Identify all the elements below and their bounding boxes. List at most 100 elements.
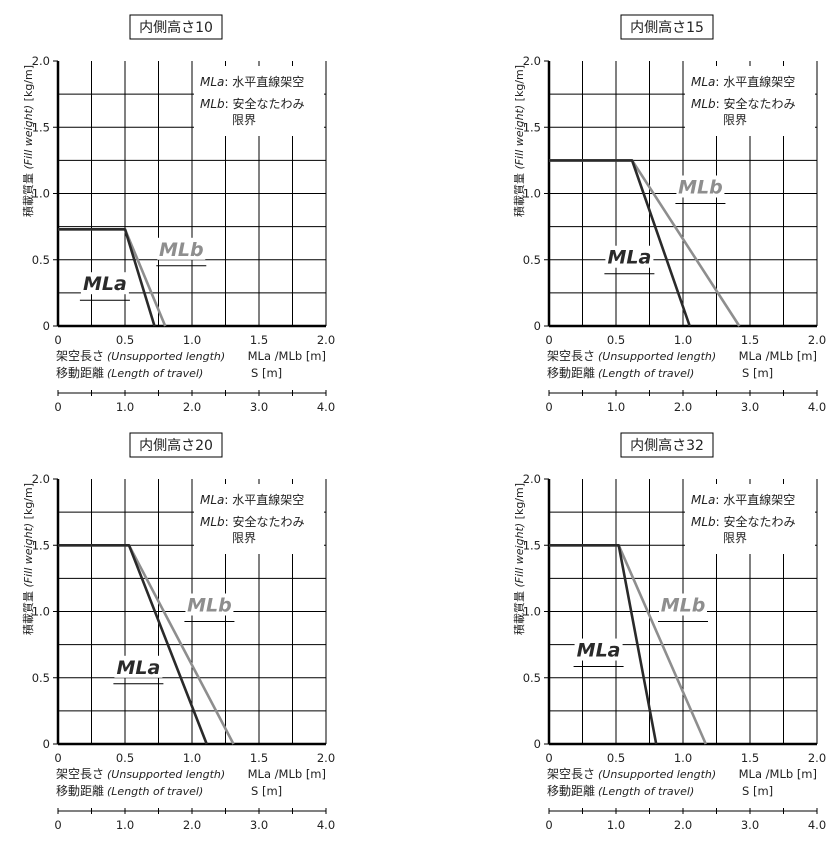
y-tick-label: 0.5	[523, 671, 541, 685]
series-line-mla	[58, 228, 156, 327]
secondary-x-tick-label: 0	[545, 818, 552, 832]
x-tick-label: 0.5	[607, 751, 625, 765]
annotation-mlb: MLb	[678, 177, 723, 199]
y-tick-label: 0	[534, 319, 541, 333]
secondary-x-tick-label: 1.0	[116, 400, 134, 414]
x-axis-unit-s: S [m]	[742, 366, 773, 380]
chart-title: 内側高さ20	[139, 437, 213, 454]
secondary-x-tick-label: 1.0	[607, 818, 625, 832]
secondary-x-tick-label: 1.0	[607, 400, 625, 414]
y-tick-label: 1.0	[523, 187, 541, 201]
y-tick-label: 1.5	[32, 538, 50, 552]
x-tick-label: 1.0	[183, 333, 201, 347]
y-tick-label: 1.0	[523, 605, 541, 619]
secondary-x-tick-label: 2.0	[674, 818, 692, 832]
legend-entry-continued: 限界	[723, 113, 747, 127]
x-tick-label: 2.0	[808, 333, 826, 347]
y-tick-label: 1.5	[523, 538, 541, 552]
annotation-mlb: MLb	[661, 595, 706, 617]
x-axis-unit-mla-mlb: MLa /MLb [m]	[739, 349, 817, 363]
legend-entry-mlb: MLb: 安全なたわみ	[691, 96, 796, 111]
annotation-bg	[114, 655, 163, 678]
legend-entry-mla: MLa: 水平直線架空	[691, 492, 795, 507]
secondary-x-tick-label: 3.0	[741, 400, 759, 414]
x-axis-label-travel: 移動距離 (Length of travel)	[547, 366, 694, 380]
secondary-x-tick-label: 0	[545, 400, 552, 414]
x-tick-label: 0.5	[607, 333, 625, 347]
y-axis-label: 積載質量 (Fill weight) [kg/m]	[21, 65, 35, 217]
x-tick-label: 0	[54, 751, 61, 765]
annotation-mla: MLa	[607, 247, 651, 269]
y-tick-label: 0.5	[523, 253, 541, 267]
y-tick-label: 2.0	[523, 54, 541, 68]
y-axis-label: 積載質量 (Fill weight) [kg/m]	[21, 483, 35, 635]
x-tick-label: 1.5	[250, 333, 268, 347]
annotation-mlb: MLb	[187, 595, 232, 617]
y-tick-label: 2.0	[32, 54, 50, 68]
secondary-x-tick-label: 3.0	[250, 400, 268, 414]
x-axis-label-unsupported: 架空長さ (Unsupported length)	[547, 349, 716, 363]
secondary-x-tick-label: 4.0	[808, 400, 826, 414]
legend-box	[194, 66, 324, 136]
x-tick-label: 1.0	[674, 751, 692, 765]
secondary-x-tick-label: 1.0	[116, 818, 134, 832]
legend-box	[685, 66, 815, 136]
x-axis-unit-mla-mlb: MLa /MLb [m]	[248, 767, 326, 781]
annotation-mla: MLa	[577, 640, 621, 662]
x-axis-label-unsupported: 架空長さ (Unsupported length)	[547, 767, 716, 781]
secondary-x-tick-label: 4.0	[317, 400, 335, 414]
x-tick-label: 2.0	[317, 333, 335, 347]
annotation-bg	[574, 638, 623, 661]
y-tick-label: 1.0	[32, 187, 50, 201]
secondary-x-tick-label: 0	[54, 818, 61, 832]
secondary-x-tick-label: 0	[54, 400, 61, 414]
secondary-x-tick-label: 2.0	[183, 818, 201, 832]
y-tick-label: 1.0	[32, 605, 50, 619]
y-tick-label: 2.0	[523, 472, 541, 486]
x-axis-label-travel: 移動距離 (Length of travel)	[56, 784, 203, 798]
x-tick-label: 2.0	[808, 751, 826, 765]
annotation-mla: MLa	[83, 273, 127, 295]
y-tick-label: 0.5	[32, 671, 50, 685]
x-tick-label: 1.5	[250, 751, 268, 765]
secondary-x-tick-label: 3.0	[250, 818, 268, 832]
y-tick-label: 1.5	[523, 120, 541, 134]
annotation-bg	[605, 245, 654, 268]
legend-entry-mlb: MLb: 安全なたわみ	[200, 96, 305, 111]
secondary-x-tick-label: 2.0	[183, 400, 201, 414]
legend-box	[685, 484, 815, 554]
x-axis-label-unsupported: 架空長さ (Unsupported length)	[56, 767, 225, 781]
y-tick-label: 0	[43, 319, 50, 333]
y-axis-label: 積載質量 (Fill weight) [kg/m]	[512, 483, 526, 635]
y-tick-label: 2.0	[32, 472, 50, 486]
annotation-bg	[676, 175, 725, 198]
legend-entry-mla: MLa: 水平直線架空	[200, 74, 304, 89]
x-tick-label: 0.5	[116, 751, 134, 765]
chart-title: 内側高さ10	[139, 19, 213, 36]
chart-title: 内側高さ15	[630, 19, 704, 36]
legend-entry-mla: MLa: 水平直線架空	[200, 492, 304, 507]
legend-entry-mlb: MLb: 安全なたわみ	[200, 514, 305, 529]
secondary-x-tick-label: 4.0	[808, 818, 826, 832]
x-tick-label: 2.0	[317, 751, 335, 765]
secondary-x-tick-label: 2.0	[674, 400, 692, 414]
legend-entry-mlb: MLb: 安全なたわみ	[691, 514, 796, 529]
secondary-x-tick-label: 4.0	[317, 818, 335, 832]
chart-title-box	[129, 14, 223, 40]
x-tick-label: 1.0	[183, 751, 201, 765]
x-axis-label-travel: 移動距離 (Length of travel)	[56, 366, 203, 380]
secondary-x-tick-label: 3.0	[741, 818, 759, 832]
annotation-mla: MLa	[116, 657, 160, 679]
legend-box	[194, 484, 324, 554]
y-tick-label: 0.5	[32, 253, 50, 267]
x-axis-unit-s: S [m]	[742, 784, 773, 798]
annotation-bg	[185, 593, 234, 616]
x-axis-unit-mla-mlb: MLa /MLb [m]	[248, 349, 326, 363]
x-tick-label: 0.5	[116, 333, 134, 347]
